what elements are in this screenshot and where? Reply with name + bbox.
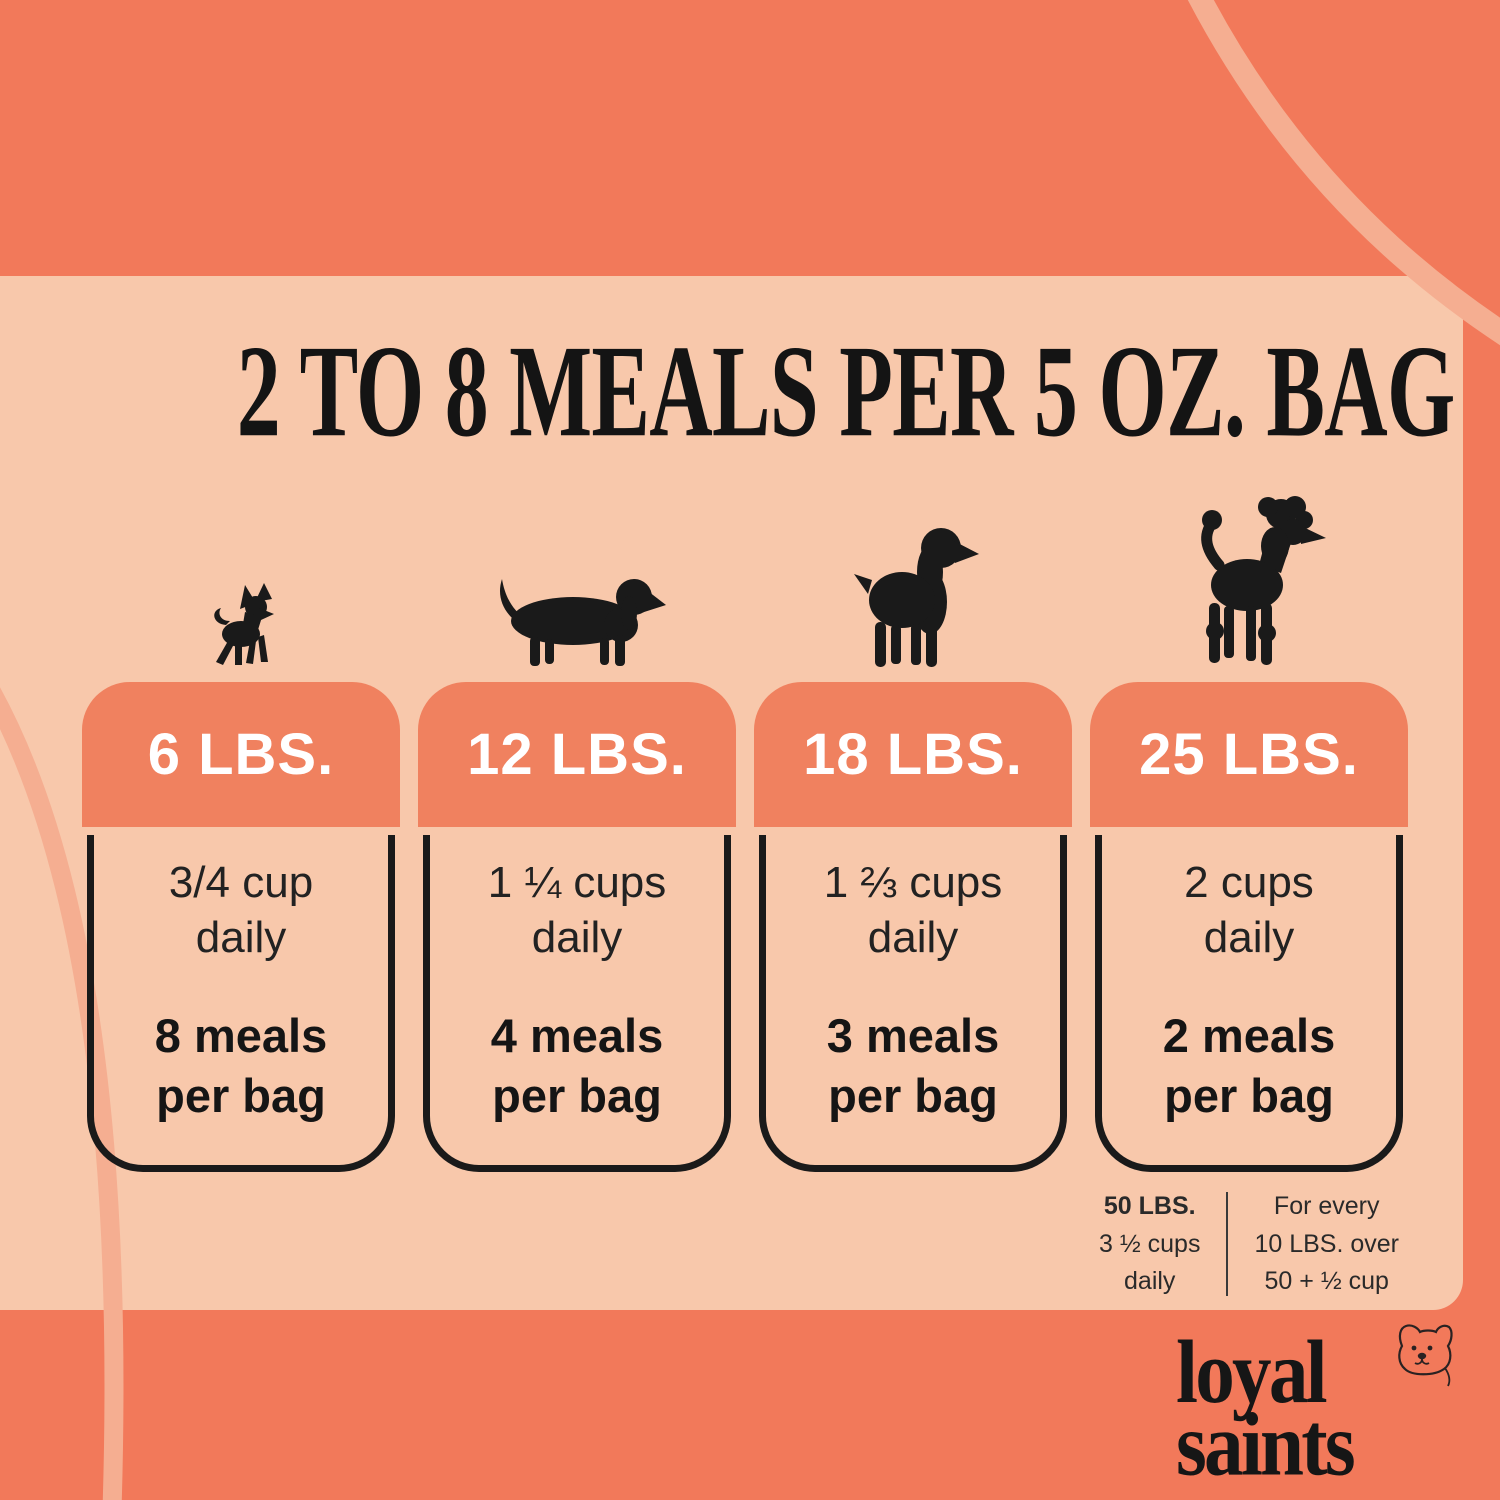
note-50lbs: 50 LBS. 3 ½ cups daily bbox=[1099, 1188, 1200, 1301]
meals-per-bag: 8 meals per bag bbox=[94, 1006, 388, 1126]
daily-amount-value: 1 ⅔ cups bbox=[823, 858, 1003, 907]
feeding-card-18lbs: 18 LBS. 1 ⅔ cups daily 3 meals per bag bbox=[754, 528, 1072, 1172]
dog-head-sketch-icon bbox=[1398, 1324, 1453, 1387]
weight-label: 18 LBS. bbox=[803, 722, 1023, 787]
dog-wrap bbox=[82, 488, 400, 668]
daily-amount: 1 ⅔ cups daily bbox=[766, 855, 1060, 966]
meals-per-bag: 2 meals per bag bbox=[1102, 1006, 1396, 1126]
note-over-50-line1: For every bbox=[1273, 1192, 1380, 1220]
daily-amount: 2 cups daily bbox=[1102, 855, 1396, 966]
poodle-icon bbox=[1201, 496, 1326, 665]
meals-label: per bag bbox=[828, 1069, 998, 1123]
spaniel-icon bbox=[853, 528, 979, 667]
dog-wrap bbox=[754, 488, 1072, 668]
brand-logo: loyal saints bbox=[1176, 1324, 1453, 1489]
brand-line2: saints bbox=[1176, 1393, 1356, 1495]
weight-badge: 18 LBS. bbox=[754, 682, 1072, 827]
meals-per-bag: 4 meals per bag bbox=[430, 1006, 724, 1126]
meals-label: per bag bbox=[1164, 1069, 1334, 1123]
note-divider bbox=[1226, 1192, 1229, 1297]
weight-label: 12 LBS. bbox=[467, 722, 687, 787]
feeding-cards: 6 LBS. 3/4 cup daily 8 meals per bag bbox=[82, 496, 1408, 1172]
dachshund-icon bbox=[499, 579, 666, 666]
brand-line1: loyal bbox=[1176, 1321, 1328, 1423]
note-50lbs-daily: daily bbox=[1124, 1267, 1176, 1295]
note-over-50-line3: 50 + ½ cup bbox=[1264, 1267, 1389, 1295]
meals-label: per bag bbox=[492, 1069, 662, 1123]
large-dog-note: 50 LBS. 3 ½ cups daily For every 10 LBS.… bbox=[1090, 1188, 1408, 1301]
weight-label: 6 LBS. bbox=[147, 722, 335, 787]
meals-value: 2 meals bbox=[1162, 1008, 1336, 1062]
note-over-50: For every 10 LBS. over 50 + ½ cup bbox=[1254, 1188, 1399, 1301]
daily-amount: 1 ¼ cups daily bbox=[430, 855, 724, 966]
weight-label: 25 LBS. bbox=[1139, 722, 1359, 787]
daily-amount-label: daily bbox=[1203, 913, 1295, 963]
note-over-50-line2: 10 LBS. over bbox=[1254, 1229, 1399, 1258]
meals-value: 4 meals bbox=[490, 1008, 664, 1062]
weight-badge: 6 LBS. bbox=[82, 682, 400, 827]
meals-value: 8 meals bbox=[154, 1008, 328, 1062]
daily-amount-value: 2 cups bbox=[1184, 858, 1314, 907]
page-title: 2 TO 8 MEALS PER 5 OZ. BAG bbox=[236, 318, 1455, 465]
note-50lbs-cups: 3 ½ cups bbox=[1099, 1229, 1201, 1258]
daily-amount-label: daily bbox=[867, 913, 959, 963]
title-wrap: 2 TO 8 MEALS PER 5 OZ. BAG bbox=[0, 319, 1463, 465]
card-body: 1 ⅔ cups daily 3 meals per bag bbox=[759, 835, 1067, 1172]
card-body: 3/4 cup daily 8 meals per bag bbox=[87, 835, 395, 1172]
meals-label: per bag bbox=[156, 1069, 326, 1123]
daily-amount-value: 1 ¼ cups bbox=[487, 858, 667, 907]
chihuahua-icon bbox=[214, 583, 274, 665]
feeding-card-6lbs: 6 LBS. 3/4 cup daily 8 meals per bag bbox=[82, 583, 400, 1172]
note-50lbs-weight: 50 LBS. bbox=[1103, 1192, 1196, 1220]
feeding-card-12lbs: 12 LBS. 1 ¼ cups daily 4 meals per bag bbox=[418, 579, 736, 1172]
feeding-card-25lbs: 25 LBS. 2 cups daily 2 meals per bag bbox=[1090, 496, 1408, 1172]
card-body: 1 ¼ cups daily 4 meals per bag bbox=[423, 835, 731, 1172]
meals-per-bag: 3 meals per bag bbox=[766, 1006, 1060, 1126]
dog-wrap bbox=[418, 488, 736, 668]
card-body: 2 cups daily 2 meals per bag bbox=[1095, 835, 1403, 1172]
daily-amount-label: daily bbox=[195, 913, 287, 963]
daily-amount-value: 3/4 cup bbox=[168, 858, 314, 907]
dog-wrap bbox=[1090, 488, 1408, 668]
daily-amount-label: daily bbox=[531, 913, 623, 963]
brand-wordmark: loyal saints bbox=[1176, 1321, 1415, 1495]
daily-amount: 3/4 cup daily bbox=[94, 855, 388, 966]
meals-value: 3 meals bbox=[826, 1008, 1000, 1062]
weight-badge: 12 LBS. bbox=[418, 682, 736, 827]
weight-badge: 25 LBS. bbox=[1090, 682, 1408, 827]
